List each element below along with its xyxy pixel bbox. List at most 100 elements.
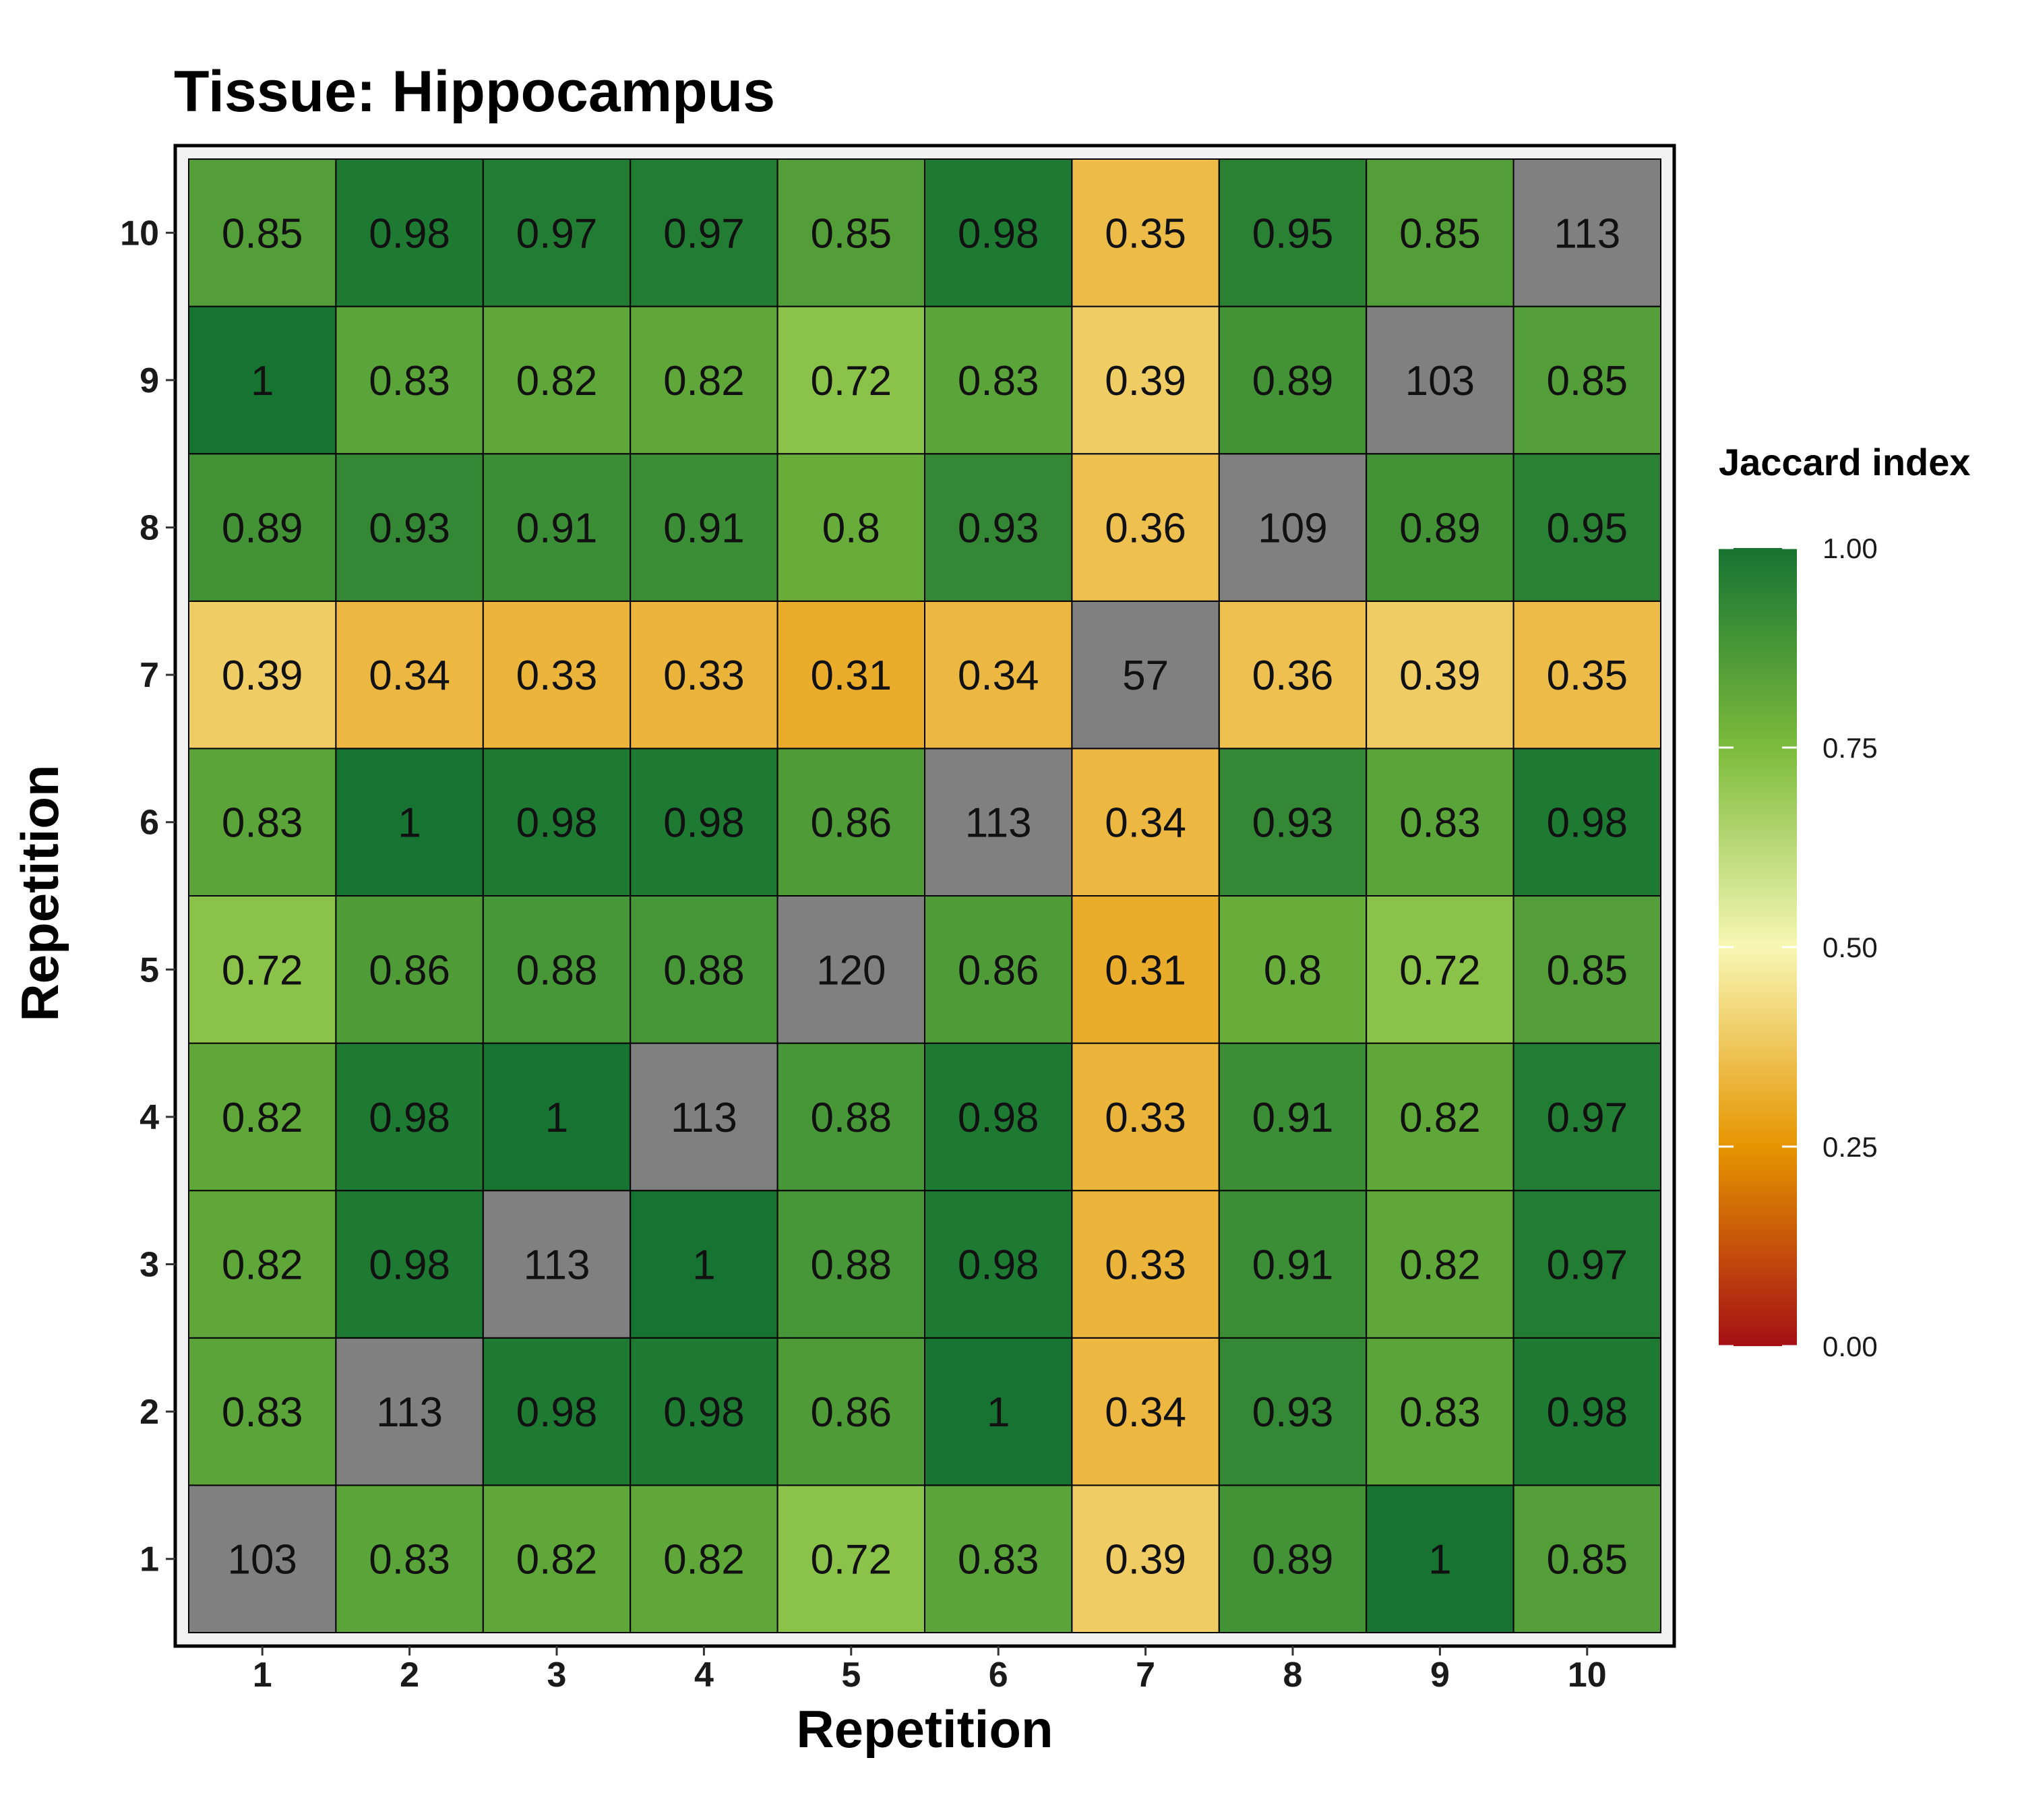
- cell-value-label: 113: [1554, 210, 1620, 257]
- x-tick-label: 7: [1136, 1656, 1155, 1695]
- cell-value-label: 0.98: [1546, 800, 1628, 847]
- heatmap-cell: [1218, 1337, 1368, 1486]
- heatmap-cell: [1366, 158, 1514, 307]
- cell-value-label: 0.34: [1105, 800, 1186, 847]
- cell-value-label: 0.82: [516, 1537, 598, 1583]
- heatmap-cell: [630, 748, 778, 897]
- cell-value-label: 0.35: [1546, 653, 1628, 699]
- heatmap-cell: [1218, 305, 1368, 455]
- cell-value-label: 0.98: [663, 800, 745, 847]
- legend-tick-label: 0.25: [1822, 1131, 1878, 1163]
- heatmap-cell: [1366, 1042, 1514, 1192]
- heatmap-cell: [924, 158, 1073, 307]
- cell-value-label: 0.72: [222, 947, 303, 994]
- cell-value-label: 0.83: [222, 1389, 303, 1436]
- cell-value-label: 1: [398, 800, 421, 847]
- cell-value-label: 0.97: [663, 210, 745, 257]
- cell-value-label: 0.72: [810, 1537, 892, 1583]
- cell-value-label: 0.83: [222, 800, 303, 847]
- cell-value-label: 0.86: [958, 947, 1039, 994]
- heatmap-cell: [335, 158, 484, 307]
- cell-value-label: 1: [251, 358, 274, 404]
- cell-value-label: 0.31: [810, 653, 892, 699]
- heatmap-cell: [630, 1042, 778, 1192]
- heatmap-cell: [482, 1042, 632, 1192]
- cell-value-label: 0.82: [663, 358, 745, 404]
- heatmap-cell: [188, 600, 337, 750]
- y-axis-ticks: 1 2 3 4 5 6 7 8 9 10: [120, 214, 175, 1579]
- cell-value-label: 0.95: [1252, 210, 1334, 257]
- heatmap-cell: [482, 1484, 632, 1633]
- heatmap-cell: [776, 158, 925, 307]
- cell-value-label: 113: [376, 1389, 443, 1436]
- heatmap-cell: [924, 1042, 1073, 1192]
- heatmap-cell-labels: 103 0.83 0.82 0.82 0.72 0.83 0.39 0.89 1 0.85 0.83…: [222, 210, 1628, 1583]
- y-tick-label: 6: [140, 803, 159, 843]
- heatmap-cell: [1512, 1042, 1662, 1192]
- heatmap-cell: [1366, 600, 1514, 750]
- cell-value-label: 0.8: [1264, 947, 1322, 994]
- cell-value-label: 0.34: [369, 653, 450, 699]
- cell-value-label: 0.31: [1105, 947, 1186, 994]
- cell-value-label: 0.82: [663, 1537, 745, 1583]
- cell-value-label: 0.98: [958, 1242, 1039, 1289]
- heatmap-cell: [1218, 1190, 1368, 1339]
- cell-value-label: 0.93: [958, 506, 1039, 552]
- heatmap-cell: [482, 600, 632, 750]
- cell-value-label: 0.98: [369, 1242, 450, 1289]
- cell-value-label: 0.85: [1546, 1537, 1628, 1583]
- heatmap-cell: [1512, 453, 1662, 602]
- cell-value-label: 1: [987, 1389, 1010, 1436]
- heatmap-cell: [482, 158, 632, 307]
- heatmap-cell: [776, 1337, 925, 1486]
- cell-value-label: 0.83: [369, 1537, 450, 1583]
- heatmap-cell: [630, 158, 778, 307]
- x-tick-label: 10: [1568, 1656, 1607, 1695]
- cell-value-label: 0.88: [516, 947, 598, 994]
- heatmap-cell: [1071, 895, 1220, 1044]
- chart-title: Tissue: Hippocampus: [174, 59, 775, 124]
- legend-tick-label: 0.00: [1822, 1331, 1878, 1362]
- heatmap-cell: [482, 748, 632, 897]
- heatmap-cell: [1218, 1484, 1368, 1633]
- cell-value-label: 0.34: [958, 653, 1039, 699]
- cell-value-label: 0.98: [516, 800, 598, 847]
- cell-value-label: 0.91: [663, 506, 745, 552]
- cell-value-label: 1: [545, 1095, 568, 1141]
- cell-value-label: 0.85: [222, 210, 303, 257]
- heatmap-cell: [1071, 600, 1220, 750]
- legend-tick-label: 0.50: [1822, 932, 1878, 963]
- cell-value-label: 0.93: [1252, 1389, 1334, 1436]
- heatmap-cell: [630, 895, 778, 1044]
- heatmap-cell: [924, 600, 1073, 750]
- cell-value-label: 0.39: [1399, 653, 1481, 699]
- heatmap-cell: [924, 1337, 1073, 1486]
- cell-value-label: 113: [524, 1242, 590, 1289]
- heatmap-cell: [924, 305, 1073, 455]
- cell-value-label: 0.85: [1546, 947, 1628, 994]
- heatmap-cell: [1218, 748, 1368, 897]
- cell-value-label: 0.93: [1252, 800, 1334, 847]
- cell-value-label: 0.39: [1105, 1537, 1186, 1583]
- cell-value-label: 0.88: [810, 1242, 892, 1289]
- legend-ticks: 1.00 0.75 0.50 0.25 0.00: [1719, 533, 1878, 1362]
- y-tick-label: 10: [120, 214, 159, 253]
- cell-value-label: 0.91: [1252, 1242, 1334, 1289]
- cell-value-label: 120: [816, 947, 886, 994]
- cell-value-label: 0.97: [1546, 1242, 1628, 1289]
- cell-value-label: 0.85: [1399, 210, 1481, 257]
- heatmap-cell: [1512, 1337, 1662, 1486]
- heatmap-cell: [188, 1484, 337, 1633]
- heatmap-cell: [1071, 1042, 1220, 1192]
- heatmap-cell: [776, 600, 925, 750]
- x-tick-label: 9: [1430, 1656, 1450, 1695]
- heatmap-cell: [1366, 1484, 1514, 1633]
- cell-value-label: 0.89: [1252, 358, 1334, 404]
- heatmap-cell: [630, 1337, 778, 1486]
- heatmap-cell: [630, 1190, 778, 1339]
- heatmap-cell: [188, 158, 337, 307]
- cell-value-label: 0.33: [1105, 1242, 1186, 1289]
- heatmap-cell: [1071, 158, 1220, 307]
- heatmap-cell: [924, 748, 1073, 897]
- x-tick-label: 8: [1283, 1656, 1303, 1695]
